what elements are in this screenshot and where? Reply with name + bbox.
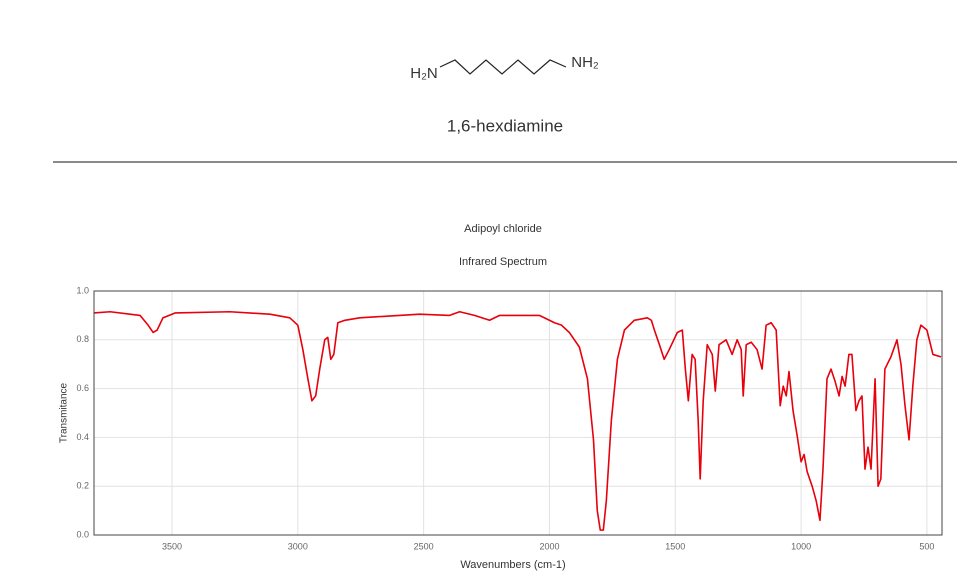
carbon-chain [439, 59, 567, 75]
x-tick-label: 2500 [414, 541, 434, 551]
molecule: H₂N NH₂ 1,6-hexdiamine [410, 54, 599, 136]
x-tick-label: 1500 [665, 541, 685, 551]
amine-right: NH₂ [571, 54, 599, 71]
x-tick-label: 3500 [162, 541, 182, 551]
y-tick-label: 0.4 [76, 432, 89, 442]
molecule-name: 1,6-hexdiamine [447, 116, 563, 135]
x-tick-label: 2000 [539, 541, 559, 551]
y-axis-label: Transmitance [59, 382, 70, 443]
x-tick-label: 1000 [791, 541, 811, 551]
chart-subtitle: Infrared Spectrum [459, 256, 547, 268]
y-tick-label: 1.0 [76, 285, 89, 295]
plot-area: 0.0 0.2 0.4 0.6 0.8 1.0 3500 3000 2500 2000 1500 10… [76, 285, 942, 551]
x-tick-label: 500 [919, 541, 934, 551]
y-tick-label: 0.6 [76, 383, 89, 393]
x-axis-label: Wavenumbers (cm-1) [460, 559, 565, 571]
y-tick-label: 0.8 [76, 334, 89, 344]
amine-left: H₂N [410, 65, 438, 82]
plot-frame [93, 290, 943, 536]
y-tick-label: 0.2 [76, 481, 89, 491]
spectrum-line [93, 310, 942, 531]
y-tick-label: 0.0 [76, 529, 89, 539]
chart-title: Adipoyl chloride [464, 223, 542, 235]
x-tick-label: 3000 [288, 541, 308, 551]
